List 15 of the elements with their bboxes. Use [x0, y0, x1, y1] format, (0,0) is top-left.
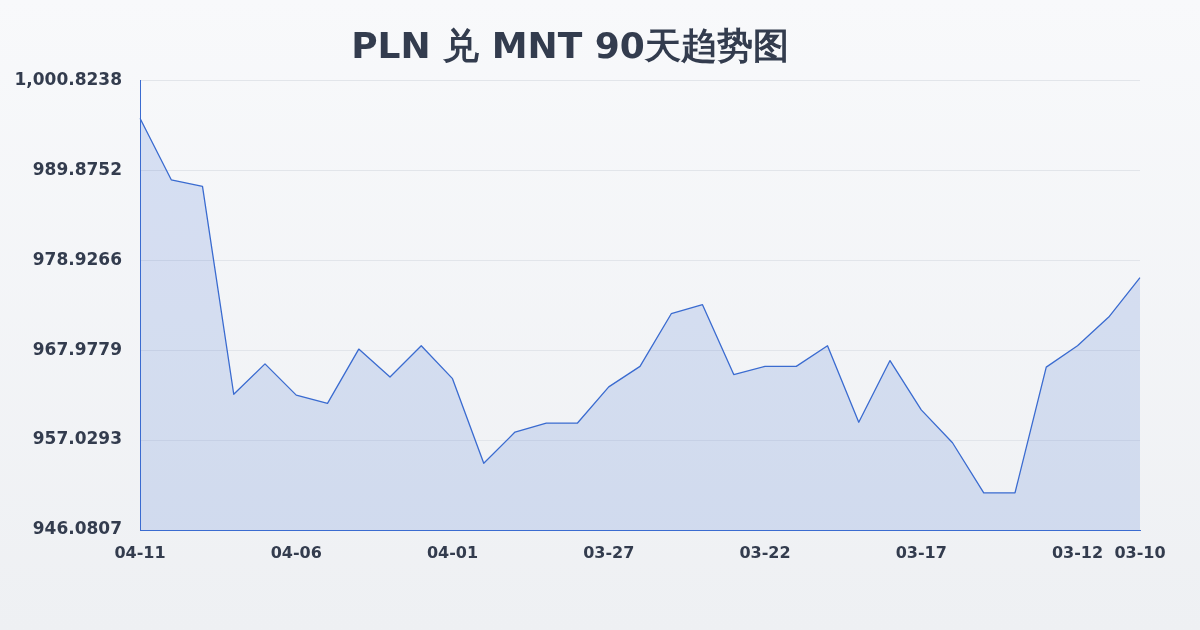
x-tick-label: 04-01 — [426, 542, 479, 562]
x-tick-label: 03-27 — [583, 542, 635, 562]
x-tick-label: 03-12 — [1051, 542, 1104, 562]
y-tick-label: 1,000.8238 — [14, 68, 122, 89]
x-tick-label: 04-11 — [114, 542, 166, 562]
chart-title: PLN 兑 MNT 90天趋势图 — [351, 24, 789, 66]
x-tick-label: 03-17 — [895, 542, 947, 562]
y-tick-label: 978.9266 — [32, 248, 122, 269]
x-tick-label: 03-10 — [1114, 542, 1166, 562]
x-tick-label: 03-22 — [739, 542, 791, 562]
x-tick-label: 04-06 — [270, 542, 322, 562]
y-tick-label: 989.8752 — [32, 158, 122, 179]
y-tick-label: 946.0807 — [32, 518, 122, 539]
y-tick-label: 957.0293 — [32, 428, 122, 449]
y-tick-label: 967.9779 — [32, 338, 122, 359]
